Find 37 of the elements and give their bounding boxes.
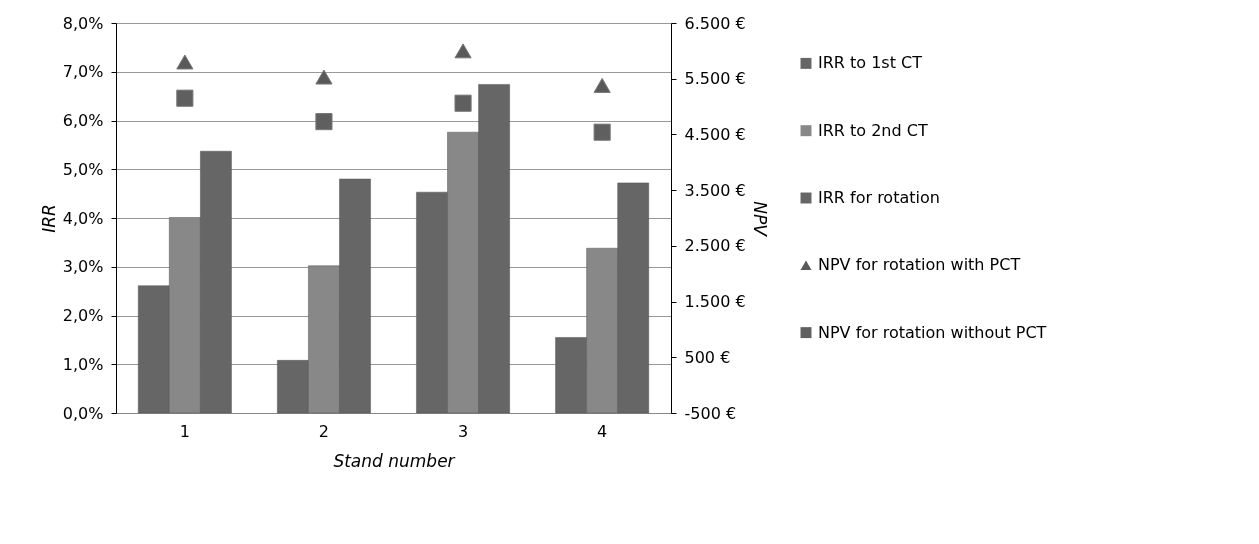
y2-tick-label: 4.500 €	[684, 124, 746, 144]
y-axis-title: IRR	[38, 204, 59, 233]
x-tick-label: 3	[457, 421, 469, 441]
y-tick-label: 5,0%	[62, 159, 104, 179]
legend-label: IRR to 2nd CT	[818, 120, 928, 140]
point	[454, 43, 472, 59]
y2-tick-label: -500 €	[684, 403, 737, 423]
y-tick-label: 7,0%	[62, 62, 104, 82]
y-tick-label: 1,0%	[62, 354, 104, 374]
point	[176, 54, 194, 70]
y2-tick-label: 1.500 €	[684, 292, 746, 312]
y-tick-label: 6,0%	[62, 111, 104, 130]
legend-label: IRR to 1st CT	[818, 53, 923, 73]
x-tick-label: 1	[179, 421, 190, 441]
point	[593, 123, 611, 141]
point	[593, 77, 611, 93]
y-tick-label: 4,0%	[62, 208, 104, 228]
y-tick-label: 2,0%	[62, 306, 104, 325]
y-tick-label: 3,0%	[62, 257, 104, 277]
y2-axis-title: NPV	[749, 201, 770, 238]
legend-label: NPV for rotation without PCT	[818, 322, 1047, 342]
x-axis-title: Stand number	[333, 450, 456, 471]
y2-tick-label: 6.500 €	[684, 13, 746, 33]
legend-label: NPV for rotation with PCT	[818, 255, 1021, 275]
point	[315, 69, 333, 85]
y-tick-label: 8,0%	[62, 13, 104, 33]
point	[176, 89, 194, 107]
y-tick-label: 0,0%	[62, 403, 104, 423]
y2-tick-label: 5.500 €	[684, 69, 746, 89]
x-tick-label: 2	[318, 421, 330, 441]
y2-tick-label: 500 €	[684, 347, 731, 367]
point	[315, 113, 333, 131]
point	[454, 94, 472, 112]
x-tick-label: 4	[597, 421, 608, 441]
y2-tick-label: 2.500 €	[684, 236, 746, 256]
legend-label: IRR for rotation	[818, 188, 940, 207]
y2-tick-label: 3.500 €	[684, 180, 746, 200]
